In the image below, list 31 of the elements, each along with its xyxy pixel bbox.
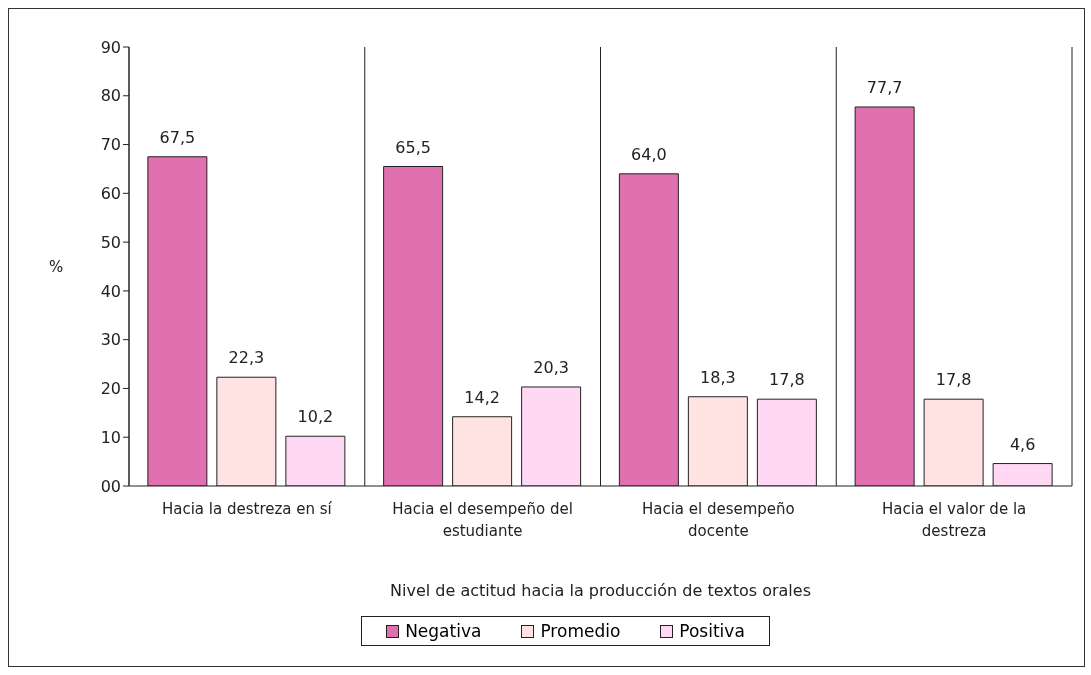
- y-tick-label: 70: [100, 135, 121, 155]
- data-label: 14,2: [464, 387, 500, 407]
- x-axis-title: Nivel de actitud hacia la producción de textos orales: [390, 581, 811, 600]
- y-tick-label: 40: [100, 281, 121, 301]
- x-tick-label: Hacia la destreza en sí: [161, 500, 333, 518]
- y-axis-title: %: [49, 257, 64, 276]
- x-tick-label: Hacia el desempeño docente: [641, 500, 795, 540]
- y-tick-label: 20: [100, 379, 121, 399]
- data-label: 67,5: [159, 127, 196, 147]
- y-tick-label: 00: [100, 476, 121, 496]
- legend-label: Negativa: [404, 621, 482, 641]
- data-label: 4,6: [1009, 434, 1036, 454]
- y-tick-label: 90: [100, 37, 121, 57]
- legend-label: Positiva: [678, 621, 745, 641]
- data-label: 10,2: [297, 407, 334, 427]
- data-label: 65,5: [395, 137, 431, 157]
- x-tick-label: Hacia el valor de la destreza: [882, 500, 1027, 540]
- y-tick-label: 60: [100, 184, 121, 204]
- y-tick-label: 80: [100, 86, 121, 106]
- data-label: 17,8: [769, 370, 805, 390]
- data-label: 20,3: [533, 357, 569, 377]
- y-tick-label: 50: [100, 232, 121, 252]
- data-label: 64,0: [631, 144, 667, 164]
- y-tick-label: 10: [100, 427, 121, 447]
- data-label: 17,8: [935, 370, 972, 390]
- y-tick-label: 30: [100, 330, 121, 350]
- x-tick-label: Hacia el desempeño del estudiante: [392, 500, 573, 540]
- data-label: 22,3: [228, 348, 265, 368]
- data-label: 18,3: [700, 367, 736, 387]
- legend-label: Promedio: [539, 621, 621, 641]
- data-label: 77,7: [866, 78, 903, 97]
